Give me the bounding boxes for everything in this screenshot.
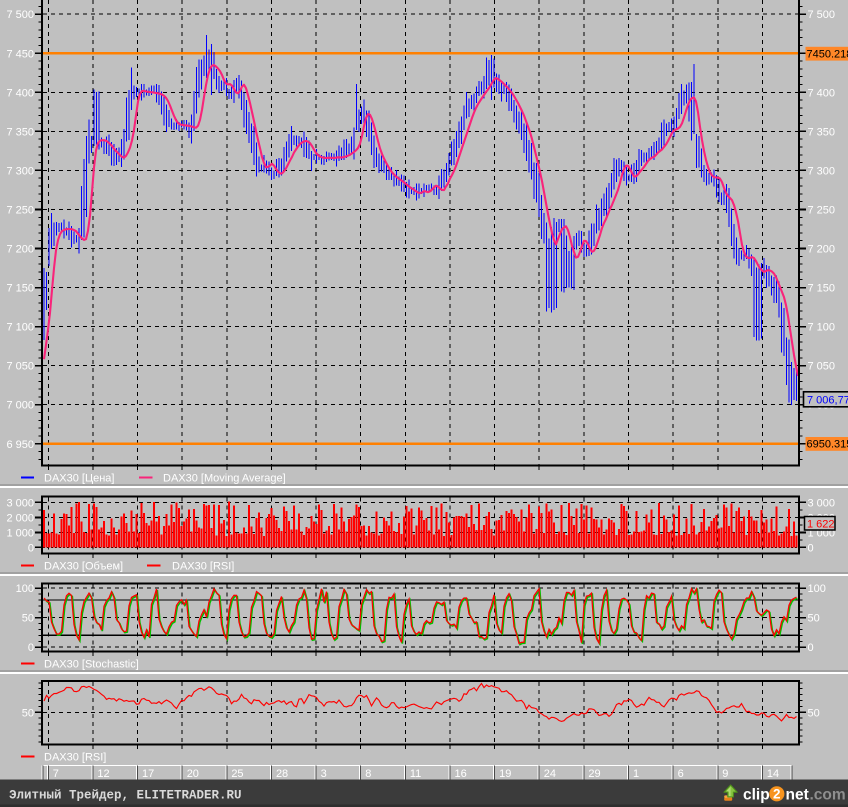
svg-text:100: 100 bbox=[808, 583, 826, 595]
svg-text:17: 17 bbox=[142, 768, 154, 780]
svg-text:7 006,77: 7 006,77 bbox=[807, 395, 848, 407]
svg-text:7 500: 7 500 bbox=[6, 9, 34, 21]
svg-text:2 000: 2 000 bbox=[6, 513, 34, 525]
svg-text:14: 14 bbox=[767, 768, 779, 780]
svg-text:0: 0 bbox=[808, 642, 814, 654]
svg-text:7 300: 7 300 bbox=[6, 165, 34, 177]
svg-text:50: 50 bbox=[808, 613, 820, 625]
svg-text:3 000: 3 000 bbox=[808, 497, 836, 509]
svg-text:7 200: 7 200 bbox=[6, 244, 34, 256]
svg-text:DAX30 [Объем]: DAX30 [Объем] bbox=[44, 561, 123, 573]
svg-text:DAX30 [RSI]: DAX30 [RSI] bbox=[44, 752, 106, 764]
svg-text:7 350: 7 350 bbox=[808, 126, 836, 138]
svg-text:7: 7 bbox=[53, 768, 59, 780]
svg-text:6950.315: 6950.315 bbox=[807, 439, 848, 451]
svg-text:net: net bbox=[786, 787, 809, 804]
svg-text:3 000: 3 000 bbox=[6, 497, 34, 509]
svg-text:16: 16 bbox=[454, 768, 466, 780]
svg-text:7 000: 7 000 bbox=[6, 400, 34, 412]
svg-text:0: 0 bbox=[28, 642, 34, 654]
svg-text:12: 12 bbox=[97, 768, 109, 780]
svg-text:0: 0 bbox=[28, 542, 34, 554]
svg-text:1 000: 1 000 bbox=[6, 528, 34, 540]
svg-text:100: 100 bbox=[16, 583, 34, 595]
svg-text:6 950: 6 950 bbox=[6, 439, 34, 451]
svg-text:11: 11 bbox=[410, 768, 421, 780]
svg-text:DAX30 [RSI]: DAX30 [RSI] bbox=[172, 561, 234, 573]
svg-text:50: 50 bbox=[22, 613, 34, 625]
svg-text:50: 50 bbox=[22, 707, 34, 719]
svg-text:20: 20 bbox=[187, 768, 199, 780]
svg-text:0: 0 bbox=[808, 542, 814, 554]
svg-text:7 450: 7 450 bbox=[6, 48, 34, 60]
svg-text:DAX30 [Moving Average]: DAX30 [Moving Average] bbox=[163, 473, 286, 485]
svg-text:7 400: 7 400 bbox=[6, 87, 34, 99]
svg-text:Элитный Трейдер, ELITETRADER.R: Элитный Трейдер, ELITETRADER.RU bbox=[9, 789, 242, 803]
svg-text:24: 24 bbox=[544, 768, 556, 780]
svg-text:DAX30 [Цена]: DAX30 [Цена] bbox=[44, 473, 114, 485]
svg-text:7 500: 7 500 bbox=[808, 9, 836, 21]
svg-text:8: 8 bbox=[365, 768, 371, 780]
svg-text:7 200: 7 200 bbox=[808, 244, 836, 256]
svg-text:7 250: 7 250 bbox=[6, 204, 34, 216]
svg-text:7 100: 7 100 bbox=[6, 322, 34, 334]
svg-text:7 350: 7 350 bbox=[6, 126, 34, 138]
svg-text:7 400: 7 400 bbox=[808, 87, 836, 99]
svg-text:7 250: 7 250 bbox=[808, 204, 836, 216]
svg-text:7 100: 7 100 bbox=[808, 322, 836, 334]
svg-text:7 050: 7 050 bbox=[6, 361, 34, 373]
svg-text:2: 2 bbox=[773, 787, 781, 802]
svg-text:7 150: 7 150 bbox=[6, 283, 34, 295]
svg-text:DAX30 [Stochastic]: DAX30 [Stochastic] bbox=[44, 659, 139, 671]
svg-text:7 050: 7 050 bbox=[808, 361, 836, 373]
svg-text:3: 3 bbox=[321, 768, 327, 780]
svg-text:.com: .com bbox=[810, 787, 846, 804]
svg-text:6: 6 bbox=[678, 768, 684, 780]
svg-text:29: 29 bbox=[588, 768, 600, 780]
svg-text:7 300: 7 300 bbox=[808, 165, 836, 177]
svg-text:19: 19 bbox=[499, 768, 511, 780]
svg-text:9: 9 bbox=[722, 768, 728, 780]
svg-text:1 622: 1 622 bbox=[807, 518, 835, 530]
svg-text:7450.218: 7450.218 bbox=[807, 49, 848, 61]
svg-text:50: 50 bbox=[808, 707, 820, 719]
svg-text:7 150: 7 150 bbox=[808, 283, 836, 295]
svg-text:1: 1 bbox=[633, 768, 639, 780]
svg-text:25: 25 bbox=[231, 768, 243, 780]
svg-text:28: 28 bbox=[276, 768, 288, 780]
svg-text:clip: clip bbox=[743, 787, 770, 804]
